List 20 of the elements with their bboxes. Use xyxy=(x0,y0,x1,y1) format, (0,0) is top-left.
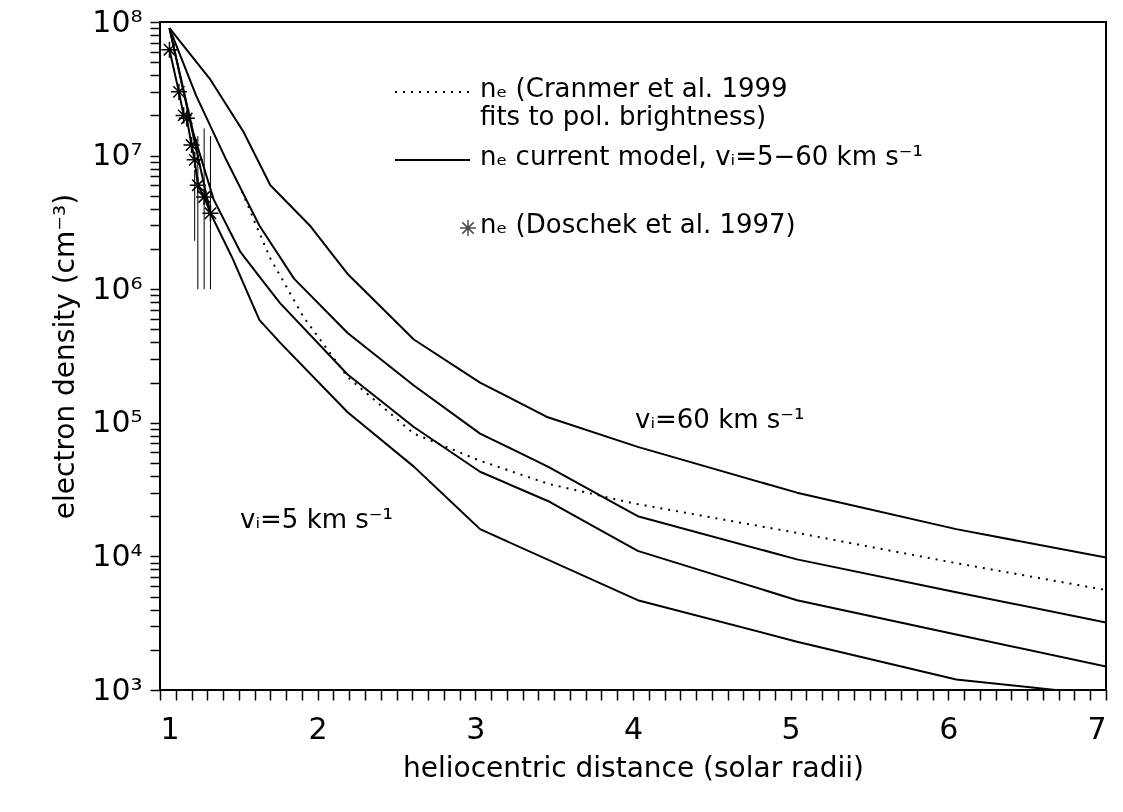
x-tick-label: 3 xyxy=(466,710,486,746)
annotation: vᵢ=60 km s⁻¹ xyxy=(635,404,805,434)
x-tick-label: 4 xyxy=(623,710,644,746)
y-tick-label: 10⁸ xyxy=(92,3,143,39)
legend-label: nₑ (Cranmer et al. 1999 fits to pol. brightness) xyxy=(480,73,788,131)
x-tick-label: 2 xyxy=(308,710,328,746)
y-tick-label: 10⁷ xyxy=(92,137,143,173)
y-tick-label: 10⁵ xyxy=(92,404,143,440)
x-tick-label: 1 xyxy=(160,710,180,746)
legend-label: nₑ (Doschek et al. 1997) xyxy=(480,209,796,239)
legend-label: nₑ current model, vᵢ=5−60 km s⁻¹ xyxy=(480,141,923,171)
y-tick-label: 10³ xyxy=(92,671,143,707)
annotation: vᵢ=5 km s⁻¹ xyxy=(240,504,393,534)
x-tick-label: 5 xyxy=(781,710,801,746)
y-tick-label: 10⁴ xyxy=(92,537,143,573)
x-axis-title: heliocentric distance (solar radii) xyxy=(402,750,865,784)
x-tick-label: 6 xyxy=(939,710,959,746)
y-axis-title: electron density (cm⁻³) xyxy=(48,193,82,520)
y-tick-label: 10⁶ xyxy=(92,270,143,306)
x-tick-label: 7 xyxy=(1087,710,1107,746)
